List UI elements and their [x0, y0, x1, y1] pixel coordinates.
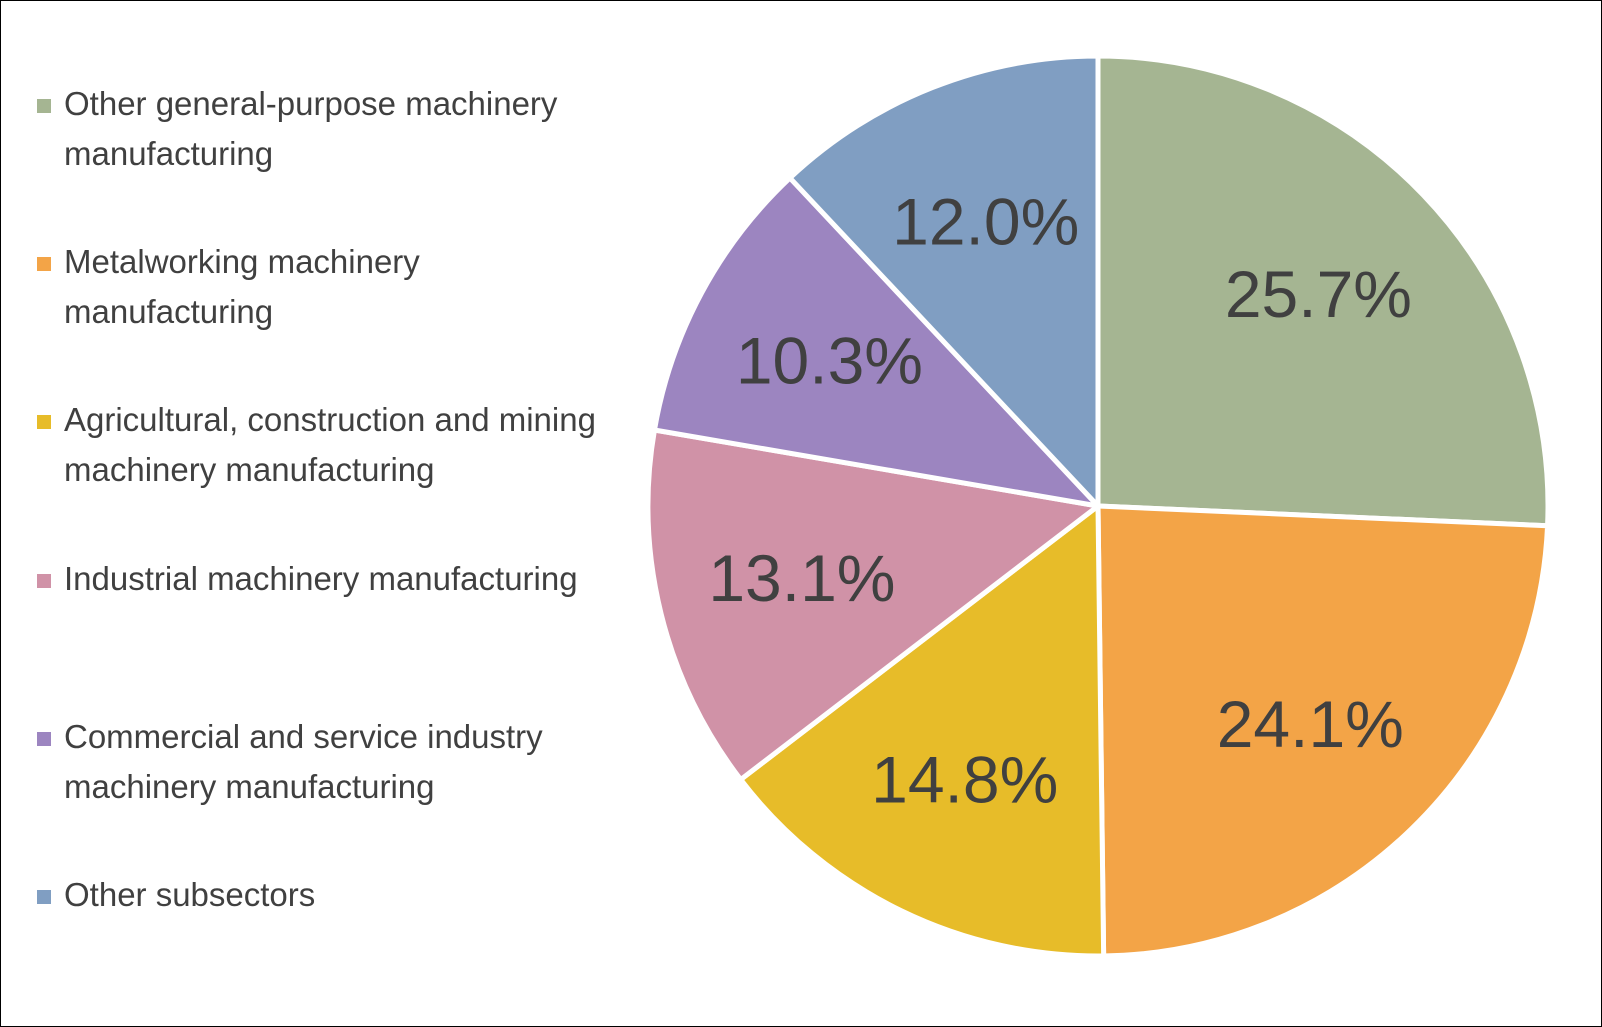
legend-item-1: Metalworking machinery manufacturing — [37, 237, 624, 337]
legend-swatch-4 — [37, 732, 51, 746]
slice-data-label-4: 10.3% — [736, 324, 923, 398]
legend-swatch-0 — [37, 99, 51, 113]
legend-item-0: Other general-purpose machinery manufact… — [37, 79, 624, 179]
pie-slice-3 — [645, 427, 1101, 783]
slice-data-label-0: 25.7% — [1225, 257, 1412, 331]
pie-slice-1 — [1095, 503, 1551, 959]
pie-slice-2 — [738, 503, 1107, 959]
pie-slice-5 — [787, 53, 1101, 509]
slice-data-label-2: 14.8% — [871, 742, 1058, 816]
legend-swatch-2 — [37, 415, 51, 429]
slice-data-label-1: 24.1% — [1217, 687, 1404, 761]
legend-label-0: Other general-purpose machinery manufact… — [64, 85, 558, 172]
legend-label-5: Other subsectors — [64, 876, 316, 913]
legend-label-2: Agricultural, construction and mining ma… — [64, 401, 596, 488]
legend-label-1: Metalworking machinery manufacturing — [64, 243, 420, 330]
legend-swatch-5 — [37, 890, 51, 904]
pie-slice-4 — [651, 175, 1101, 509]
legend-label-3: Industrial machinery manufacturing — [64, 560, 578, 597]
legend-item-5: Other subsectors — [37, 870, 624, 920]
legend-item-2: Agricultural, construction and mining ma… — [37, 395, 624, 495]
legend-item-3: Industrial machinery manufacturing — [37, 554, 624, 604]
slice-data-label-3: 13.1% — [708, 541, 895, 615]
legend-swatch-1 — [37, 257, 51, 271]
slice-data-label-5: 12.0% — [892, 184, 1079, 258]
legend-item-4: Commercial and service industry machiner… — [37, 712, 624, 812]
pie-slice-0 — [1095, 53, 1551, 529]
legend-label-4: Commercial and service industry machiner… — [64, 718, 543, 805]
legend-swatch-3 — [37, 574, 51, 588]
